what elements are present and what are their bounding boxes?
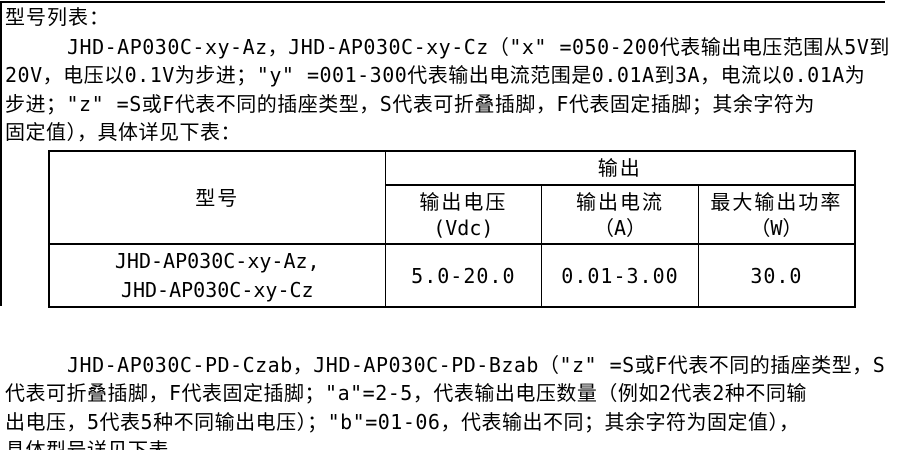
- page-crop-border-left: [0, 1, 2, 306]
- table-header-model: 型号: [48, 150, 386, 245]
- column-unit: （W）: [750, 215, 803, 240]
- table-cell-max-output-power: 30.0: [697, 243, 856, 308]
- model-number-line: JHD-AP030C-xy-Cz: [120, 277, 314, 302]
- table-cell-output-current: 0.01-3.00: [541, 243, 699, 308]
- table-header-output-voltage: 输出电压 (Vdc): [384, 184, 543, 245]
- column-unit: （A）: [593, 215, 646, 240]
- model-number-line: JHD-AP030C-xy-Az,: [114, 248, 320, 273]
- model-series-pd-paragraph: JHD-AP030C-PD-Czab，JHD-AP030C-PD-Bzab（"z…: [5, 351, 897, 450]
- column-name: 输出电流: [575, 189, 664, 214]
- table-header-output-group: 输出: [384, 150, 856, 186]
- paragraph-line: 出电压，5代表5种不同输出电压）；"b"=01-06，代表输出不同；其余字符为固…: [5, 409, 800, 434]
- table-row: 型号 输出: [48, 150, 856, 245]
- paragraph-line: 步进；"z" =S或F代表不同的插座类型，S代表可折叠插脚，F代表固定插脚；其余…: [5, 91, 815, 116]
- paragraph-line: JHD-AP030C-xy-Az，JHD-AP030C-xy-Cz（"x" =0…: [67, 35, 890, 59]
- output-spec-table: 型号 输出 输出电压 (Vdc) 输出电流 （A） 最大输出功率 （W）: [48, 150, 856, 308]
- paragraph-line: 固定值），具体详见下表：: [5, 120, 241, 145]
- table-header-max-output-power: 最大输出功率 （W）: [697, 184, 856, 245]
- column-name: 最大输出功率: [710, 189, 843, 214]
- table-row: JHD-AP030C-xy-Az, JHD-AP030C-xy-Cz 5.0-2…: [48, 243, 856, 308]
- table-cell-model: JHD-AP030C-xy-Az, JHD-AP030C-xy-Cz: [48, 243, 386, 308]
- table-cell-output-voltage: 5.0-20.0: [384, 243, 543, 308]
- paragraph-line: 20V，电压以0.1V为步进；"y" =001-300代表输出电流范围是0.01…: [5, 63, 866, 88]
- table-row: 输出电压 (Vdc) 输出电流 （A） 最大输出功率 （W）: [49, 184, 856, 245]
- paragraph-line: 代表可折叠插脚，F代表固定插脚；"a"=2-5，代表输出电压数量（例如2代表2种…: [5, 381, 807, 406]
- page-crop-border-top: [0, 1, 885, 3]
- paragraph-line: JHD-AP030C-PD-Czab，JHD-AP030C-PD-Bzab（"z…: [67, 353, 886, 377]
- model-series-ap030c-paragraph: JHD-AP030C-xy-Az，JHD-AP030C-xy-Cz（"x" =0…: [5, 33, 897, 147]
- table-header-output-current: 输出电流 （A）: [541, 184, 699, 245]
- column-unit: (Vdc): [433, 215, 494, 240]
- section-title: 型号列表：: [5, 5, 110, 29]
- paragraph-line: 具体型号详见下表: [5, 436, 897, 450]
- column-name: 输出电压: [419, 189, 508, 214]
